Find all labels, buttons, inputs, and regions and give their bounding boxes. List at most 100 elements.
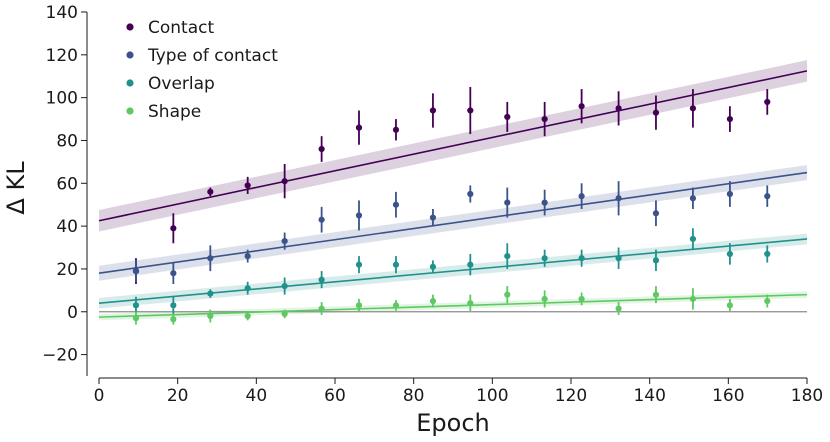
- overlap-fit-line: [98, 238, 808, 304]
- contact-legend-marker: [126, 23, 134, 31]
- data-points: [132, 98, 771, 323]
- contact-point: [429, 107, 437, 114]
- overlap-point: [615, 255, 622, 262]
- type-of-contact-point: [207, 255, 214, 262]
- type-of-contact-point: [467, 190, 474, 198]
- shape-point: [726, 302, 734, 309]
- type-of-contact-point: [578, 193, 585, 200]
- y-tick-label: 140: [46, 3, 78, 23]
- shape-point: [318, 305, 325, 312]
- shape-point: [170, 316, 177, 323]
- type-of-contact-fit-line: [98, 171, 808, 275]
- type-of-contact-point: [318, 216, 325, 223]
- shape-point: [392, 302, 400, 309]
- x-tick-label: 180: [791, 386, 823, 406]
- overlap-point: [652, 257, 660, 264]
- fit-lines: [98, 70, 808, 318]
- y-tick-label: 120: [46, 46, 78, 66]
- x-axis-title: Epoch: [416, 409, 490, 437]
- type-of-contact-point: [281, 238, 288, 245]
- fit-bands: [99, 60, 807, 321]
- contact-point: [504, 113, 511, 121]
- y-tick-label: −20: [42, 346, 78, 366]
- overlap-point: [467, 261, 474, 268]
- y-tick-label: 0: [67, 303, 78, 323]
- shape-point: [504, 291, 511, 298]
- shape-point: [615, 305, 622, 312]
- overlap-point: [429, 263, 437, 270]
- overlap-legend-marker: [126, 79, 134, 87]
- type-of-contact-point: [726, 190, 734, 198]
- x-tick-label: 100: [476, 386, 508, 406]
- shape-point: [132, 315, 140, 322]
- overlap-point: [578, 255, 585, 262]
- contact-point: [355, 124, 363, 131]
- contact-point: [392, 126, 400, 133]
- shape-point: [689, 295, 697, 303]
- contact-point: [467, 107, 474, 114]
- type-of-contact-point: [392, 201, 400, 208]
- overlap-point: [281, 282, 288, 290]
- shape-point: [578, 295, 585, 303]
- x-tick-label: 0: [94, 386, 105, 406]
- y-tick-label: 20: [56, 260, 78, 280]
- contact-point: [652, 109, 660, 116]
- overlap-point: [689, 235, 697, 243]
- contact-point: [615, 105, 622, 112]
- contact-point: [281, 178, 288, 185]
- type-of-contact-point: [355, 212, 363, 219]
- contact-point: [207, 188, 214, 195]
- shape-legend-marker: [126, 107, 134, 115]
- x-tick-label: 40: [246, 386, 268, 406]
- shape-legend-label: Shape: [148, 102, 201, 122]
- overlap-point: [726, 250, 734, 258]
- contact-point: [689, 105, 697, 112]
- type-of-contact-legend-marker: [126, 51, 134, 59]
- contact-point: [764, 98, 771, 106]
- type-of-contact-point: [429, 214, 437, 221]
- contact-point: [244, 182, 251, 189]
- overlap-point: [207, 290, 214, 297]
- x-tick-label: 140: [633, 386, 665, 406]
- y-axis-title: Δ KL: [2, 161, 30, 215]
- shape-point: [764, 297, 771, 305]
- shape-point: [281, 310, 288, 318]
- overlap-point: [244, 285, 251, 292]
- x-tick-label: 160: [712, 386, 744, 406]
- overlap-point: [764, 250, 771, 258]
- overlap-point: [318, 276, 325, 283]
- legend: Contact Type of contact Overlap Shape: [126, 18, 278, 122]
- shape-point: [355, 302, 363, 309]
- y-tick-label: 60: [56, 174, 78, 194]
- overlap-point: [504, 252, 511, 260]
- shape-point: [652, 291, 660, 298]
- x-tick-label: 80: [403, 386, 425, 406]
- type-of-contact-point: [504, 199, 511, 206]
- y-tick-label: 80: [56, 131, 78, 151]
- type-of-contact-legend-label: Type of contact: [147, 46, 278, 66]
- type-of-contact-point: [132, 267, 140, 275]
- shape-point: [429, 297, 437, 305]
- shape-point: [244, 312, 251, 320]
- overlap-legend-label: Overlap: [148, 74, 215, 94]
- shape-point: [541, 295, 548, 303]
- x-tick-label: 120: [555, 386, 587, 406]
- x-tick-label: 60: [324, 386, 346, 406]
- type-of-contact-point: [170, 270, 177, 277]
- type-of-contact-point: [764, 193, 771, 200]
- contact-point: [578, 103, 585, 110]
- shape-point: [467, 300, 474, 307]
- overlap-point: [541, 255, 548, 262]
- overlap-point: [132, 302, 140, 309]
- overlap-point: [170, 302, 177, 309]
- contact-legend-label: Contact: [148, 18, 214, 38]
- shape-point: [207, 312, 214, 320]
- type-of-contact-point: [541, 199, 548, 206]
- contact-point: [318, 145, 325, 153]
- type-of-contact-point: [689, 195, 697, 202]
- type-of-contact-point: [615, 195, 622, 202]
- contact-point: [726, 115, 734, 123]
- x-tick-label: 20: [167, 386, 189, 406]
- type-of-contact-point: [652, 210, 660, 217]
